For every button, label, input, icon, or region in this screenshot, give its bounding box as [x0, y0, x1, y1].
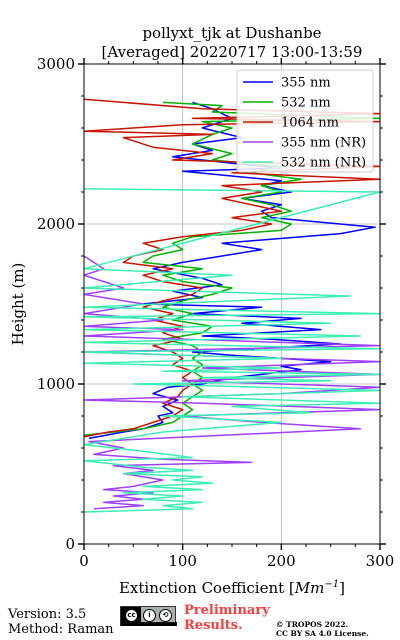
- x-axis-label: Extinction Coefficient [Mm−1]: [119, 579, 345, 597]
- copyright-note: © TROPOS 2022. CC BY SA 4.0 License.: [276, 620, 369, 638]
- x-tick-label-1: 100: [168, 552, 197, 570]
- version-text: Version: 3.5: [8, 607, 87, 622]
- series-group: [84, 98, 380, 513]
- x-axis-label-unit: Mm: [294, 579, 325, 597]
- legend-label-1: 532 nm: [281, 96, 331, 111]
- x-axis-label-exponent: −1: [324, 579, 339, 590]
- legend: 355 nm 532 nm 1064 nm 355 nm (NR) 532 nm (NR…: [236, 69, 374, 173]
- legend-label-4: 532 nm (NR): [281, 156, 366, 171]
- preliminary-line2: Results.: [184, 618, 243, 633]
- series-line-3: [84, 255, 380, 510]
- x-axis-label-text: Extinction Coefficient [: [119, 579, 295, 597]
- method-text: Method: Raman: [8, 622, 114, 637]
- chart-title-line1: pollyxt_tjk at Dushanbe: [142, 24, 321, 42]
- preliminary-results-note: Preliminary Results.: [184, 603, 270, 633]
- legend-label-3: 355 nm (NR): [281, 136, 366, 151]
- legend-label-2: 1064 nm: [281, 116, 339, 131]
- legend-label-0: 355 nm: [281, 76, 331, 91]
- copyright-line2: CC BY SA 4.0 License.: [276, 629, 369, 638]
- x-tick-label-2: 200: [267, 552, 296, 570]
- y-tick-label-2: 2000: [37, 215, 75, 233]
- chart-title-line2: [Averaged] 20220717 13:00-13:59: [102, 43, 363, 61]
- x-tick-label-3: 300: [366, 552, 395, 570]
- series-line-4: [84, 188, 380, 513]
- cc-by-sa-icon: cc i ⟲: [120, 606, 177, 626]
- footer-info: Version: 3.5 Method: Raman: [8, 607, 114, 637]
- preliminary-line1: Preliminary: [184, 603, 270, 618]
- axis-ticks: [78, 58, 386, 550]
- y-axis-label: Height (m): [9, 263, 27, 346]
- copyright-line1: © TROPOS 2022.: [276, 620, 349, 629]
- legend-box: [236, 69, 374, 173]
- y-tick-label-1: 1000: [37, 375, 75, 393]
- x-axis-label-close: ]: [339, 579, 345, 597]
- y-tick-label-0: 0: [65, 535, 75, 553]
- x-tick-label-0: 0: [79, 552, 89, 570]
- y-tick-label-3: 3000: [37, 55, 75, 73]
